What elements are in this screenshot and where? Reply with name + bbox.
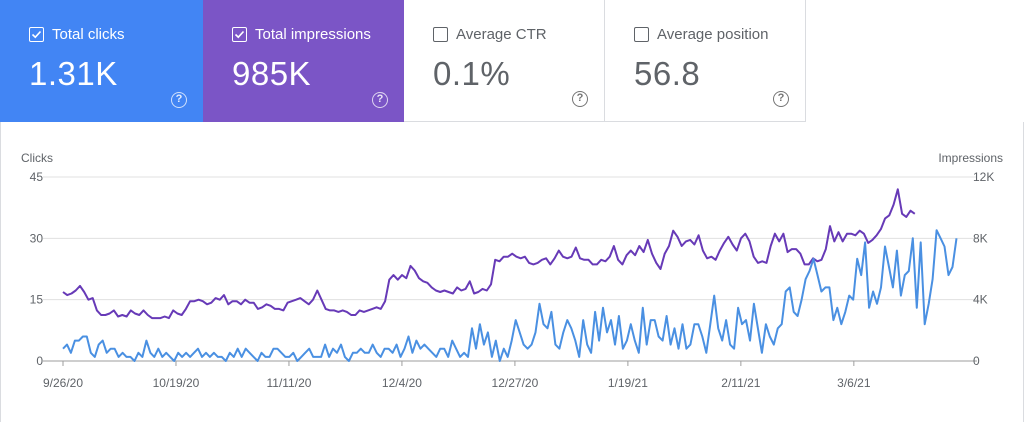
line-chart: Clicks Impressions 0 15 30 45 0 4K 8K 12K 9/26/2… xyxy=(21,151,1003,390)
metric-label: Total impressions xyxy=(255,26,371,43)
unchecked-checkbox-icon[interactable] xyxy=(433,27,448,42)
metric-card-total-impressions[interactable]: Total impressions 985K ? xyxy=(203,0,404,122)
right-tick-label: 12K xyxy=(973,170,994,184)
metric-label: Average position xyxy=(657,26,769,43)
help-icon[interactable]: ? xyxy=(773,91,789,107)
x-tick-label: 12/4/20 xyxy=(382,376,422,390)
metric-card-total-clicks[interactable]: Total clicks 1.31K ? xyxy=(0,0,203,122)
x-tick-label: 10/19/20 xyxy=(153,376,200,390)
right-tick-label: 0 xyxy=(973,354,980,368)
left-tick-label: 15 xyxy=(30,293,44,307)
right-tick-label: 8K xyxy=(973,231,988,245)
series-line-total-impressions xyxy=(62,188,916,320)
series-line-total-clicks xyxy=(62,229,958,362)
x-tick-label: 9/26/20 xyxy=(43,376,83,390)
x-tick-label: 11/11/20 xyxy=(266,376,311,390)
left-tick-label: 45 xyxy=(30,170,44,184)
metric-card-average-position[interactable]: Average position 56.8 ? xyxy=(605,0,806,122)
help-icon[interactable]: ? xyxy=(372,92,388,108)
left-tick-label: 0 xyxy=(36,354,43,368)
metric-label: Total clicks xyxy=(52,26,125,43)
metric-value: 56.8 xyxy=(634,55,701,92)
x-tick-label: 12/27/20 xyxy=(492,376,539,390)
metric-label: Average CTR xyxy=(456,26,547,43)
checked-checkbox-icon[interactable] xyxy=(29,27,44,42)
left-axis-label: Clicks xyxy=(21,151,53,165)
metric-value: 0.1% xyxy=(433,55,511,92)
x-tick-label: 1/19/21 xyxy=(608,376,648,390)
x-tick-label: 3/6/21 xyxy=(837,376,871,390)
help-icon[interactable]: ? xyxy=(171,92,187,108)
right-axis-label: Impressions xyxy=(938,151,1003,165)
right-tick-label: 4K xyxy=(973,293,988,307)
x-tick-label: 2/11/21 xyxy=(721,376,760,390)
help-icon[interactable]: ? xyxy=(572,91,588,107)
unchecked-checkbox-icon[interactable] xyxy=(634,27,649,42)
performance-chart[interactable]: Clicks Impressions 0 15 30 45 0 4K 8K 12K 9/26/2… xyxy=(0,122,1024,422)
metric-card-average-ctr[interactable]: Average CTR 0.1% ? xyxy=(404,0,605,122)
checked-checkbox-icon[interactable] xyxy=(232,27,247,42)
left-tick-label: 30 xyxy=(30,231,44,245)
metric-value: 1.31K xyxy=(29,55,118,92)
metric-value: 985K xyxy=(232,55,312,92)
